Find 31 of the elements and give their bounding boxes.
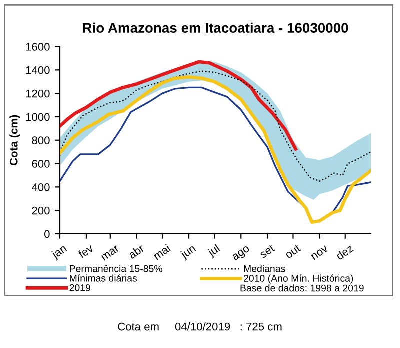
x-tick-label: ago [232, 246, 252, 263]
x-tick-label: nov [311, 245, 329, 260]
legend-label: 2019 [70, 284, 90, 292]
y-tick-label: 600 [32, 160, 50, 168]
y-tick-label: 800 [32, 136, 50, 145]
x-tick-label: set [259, 244, 276, 259]
legend-label: Mínimas diárias [70, 274, 138, 282]
text: Base de dados: 1998 a 2019 [240, 284, 364, 292]
line-series [60, 60, 298, 151]
text: Cota em 04/10/2019 : 725 cm [118, 322, 282, 331]
x-tick-label: jan [50, 244, 68, 261]
x-tick-label: out [284, 244, 302, 259]
y-tick-label: 400 [32, 183, 50, 192]
y-tick-label: 0 [44, 230, 50, 238]
x-tick-label: jul [206, 244, 222, 259]
chart-title: Rio Amazonas em Itacoatiara - 16030000 [83, 22, 348, 34]
x-tick-label: abr [128, 244, 146, 260]
x-tick-label: fev [78, 244, 94, 259]
y-tick-label: 1600 [26, 43, 50, 51]
y-tick-label: 1000 [26, 113, 50, 122]
y-tick-label: 1400 [26, 66, 50, 74]
legend-label: Permanência 15-85% [70, 265, 162, 272]
x-tick-label: mai [152, 244, 171, 260]
legend-label: Medianas [244, 265, 286, 272]
y-tick-label: 200 [32, 206, 50, 215]
x-tick-label: dez [335, 244, 354, 260]
legend-label: 2010 (Ano Mín. Histórica) [244, 274, 354, 284]
x-tick-label: mar [101, 246, 120, 261]
x-tick-label: jun [180, 244, 198, 261]
y-axis-title: Cota (cm) [10, 115, 20, 166]
y-tick-label: 1200 [26, 90, 50, 98]
